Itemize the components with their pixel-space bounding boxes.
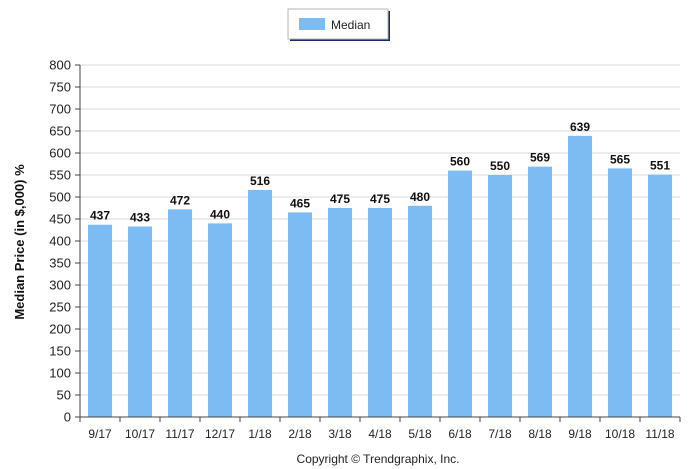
data-labels: 437 433 472 440 516 465 475 475 480 560 550 569 639 5… [90, 120, 670, 225]
x-tick-label: 9/18 [568, 427, 592, 441]
x-tick-label: 8/18 [528, 427, 552, 441]
copyright-footer: Copyright © Trendgraphix, Inc. [297, 452, 460, 466]
bar [248, 189, 272, 417]
data-label: 433 [130, 210, 150, 224]
y-tick-label: 350 [49, 256, 71, 271]
bar [448, 170, 472, 417]
data-label: 516 [250, 174, 270, 188]
data-label: 569 [530, 151, 550, 165]
y-tick-label: 100 [49, 366, 71, 381]
y-tick-label: 400 [49, 234, 71, 249]
x-tick-label: 11/18 [645, 427, 674, 441]
bar [128, 226, 152, 417]
legend-swatch [299, 18, 325, 30]
y-tick-label: 150 [49, 344, 71, 359]
data-label: 472 [170, 193, 190, 207]
data-label: 437 [90, 209, 110, 223]
data-label: 440 [210, 207, 230, 221]
bar [528, 166, 552, 417]
x-tick-label: 10/17 [125, 427, 155, 441]
x-tick-label: 1/18 [248, 427, 272, 441]
y-tick-label: 550 [49, 168, 71, 183]
y-tick-label: 650 [49, 124, 71, 139]
x-tick-label: 4/18 [368, 427, 392, 441]
x-tick-label: 5/18 [408, 427, 432, 441]
bar [368, 208, 392, 417]
x-tick-label: 2/18 [288, 427, 312, 441]
y-tick-label: 750 [49, 80, 71, 95]
data-label: 639 [570, 120, 590, 134]
legend: Median [287, 8, 390, 41]
bar [88, 224, 112, 417]
x-tick-label: 11/17 [165, 427, 194, 441]
y-tick-label: 0 [64, 410, 71, 425]
x-tick-label: 10/18 [605, 427, 635, 441]
x-tick-label: 6/18 [448, 427, 472, 441]
bar [488, 175, 512, 417]
x-tick-label: 9/17 [88, 427, 112, 441]
bar [568, 135, 592, 417]
data-label: 465 [290, 196, 310, 210]
data-label: 565 [610, 152, 630, 166]
bar [328, 208, 352, 417]
data-label: 551 [650, 159, 670, 173]
y-tick-label: 300 [49, 278, 71, 293]
y-tick-label: 450 [49, 212, 71, 227]
y-tick-label: 800 [49, 58, 71, 73]
y-tick-label: 700 [49, 102, 71, 117]
y-axis-title: Median Price (in $,000) % [12, 164, 27, 320]
bar [408, 205, 432, 417]
legend-label: Median [331, 18, 370, 32]
bar [648, 174, 672, 417]
x-tick-label: 3/18 [328, 427, 352, 441]
x-tick-label: 7/18 [488, 427, 512, 441]
y-axis-ticks: 0 50 100 150 200 250 300 350 400 450 500 550 600 650 7… [49, 58, 80, 425]
bars [88, 135, 672, 417]
data-label: 475 [330, 192, 350, 206]
bar [168, 209, 192, 417]
bar [288, 212, 312, 417]
y-tick-label: 500 [49, 190, 71, 205]
bar [608, 168, 632, 417]
bar [208, 223, 232, 417]
axes [79, 65, 680, 418]
data-label: 480 [410, 190, 430, 204]
data-label: 475 [370, 192, 390, 206]
y-tick-label: 200 [49, 322, 71, 337]
x-tick-label: 12/17 [205, 427, 235, 441]
x-axis-ticks: 9/17 10/17 11/17 12/17 1/18 2/18 3/18 4/18 5/18 6… [79, 417, 681, 441]
y-tick-label: 600 [49, 146, 71, 161]
data-label: 560 [450, 155, 470, 169]
y-tick-label: 250 [49, 300, 71, 315]
y-tick-label: 50 [57, 388, 71, 403]
data-label: 550 [490, 159, 510, 173]
